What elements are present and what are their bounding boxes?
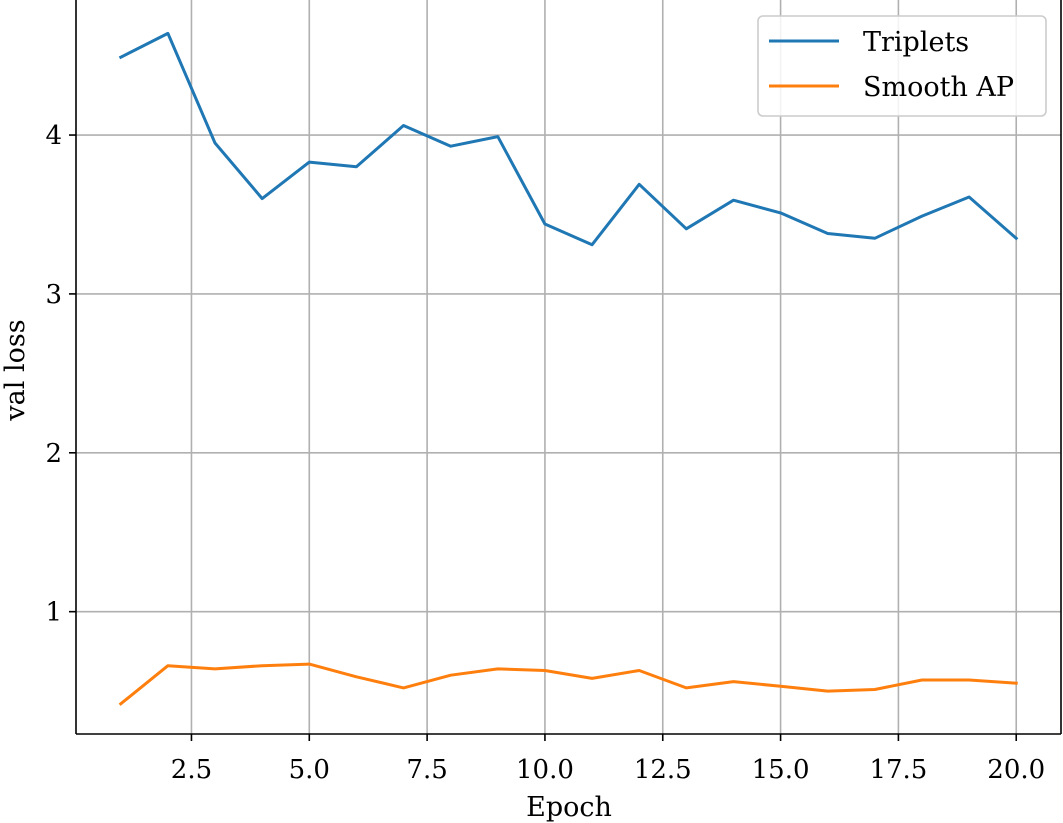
y-tick-label: 2 xyxy=(45,439,62,469)
legend-label-smooth-ap: Smooth AP xyxy=(863,72,1014,103)
x-tick-label: 7.5 xyxy=(406,755,447,785)
x-tick-label: 12.5 xyxy=(634,755,692,785)
x-tick-label: 20.0 xyxy=(987,755,1045,785)
legend: Triplets Smooth AP xyxy=(757,15,1047,117)
series-line-smooth-ap xyxy=(118,662,1018,706)
y-axis-label: val loss xyxy=(0,319,31,421)
x-tick-label: 15.0 xyxy=(752,755,810,785)
x-tick-label: 2.5 xyxy=(171,755,212,785)
x-tick-label: 17.5 xyxy=(869,755,927,785)
x-axis-label: Epoch xyxy=(526,792,612,823)
x-tick-label: 5.0 xyxy=(289,755,330,785)
y-ticks: 1 2 3 4 xyxy=(45,121,76,628)
y-grid xyxy=(76,134,1061,613)
y-tick-label: 3 xyxy=(45,280,62,310)
x-tick-label: 10.0 xyxy=(516,755,574,785)
x-ticks: 2.5 5.0 7.5 10.0 12.5 15.0 17.5 20.0 xyxy=(171,734,1045,785)
series-layer xyxy=(118,31,1019,706)
legend-label-triplets: Triplets xyxy=(863,27,969,58)
series-line-triplets xyxy=(118,31,1019,247)
y-tick-label: 4 xyxy=(45,121,62,151)
y-tick-label: 1 xyxy=(45,598,62,628)
x-grid xyxy=(190,0,1018,734)
